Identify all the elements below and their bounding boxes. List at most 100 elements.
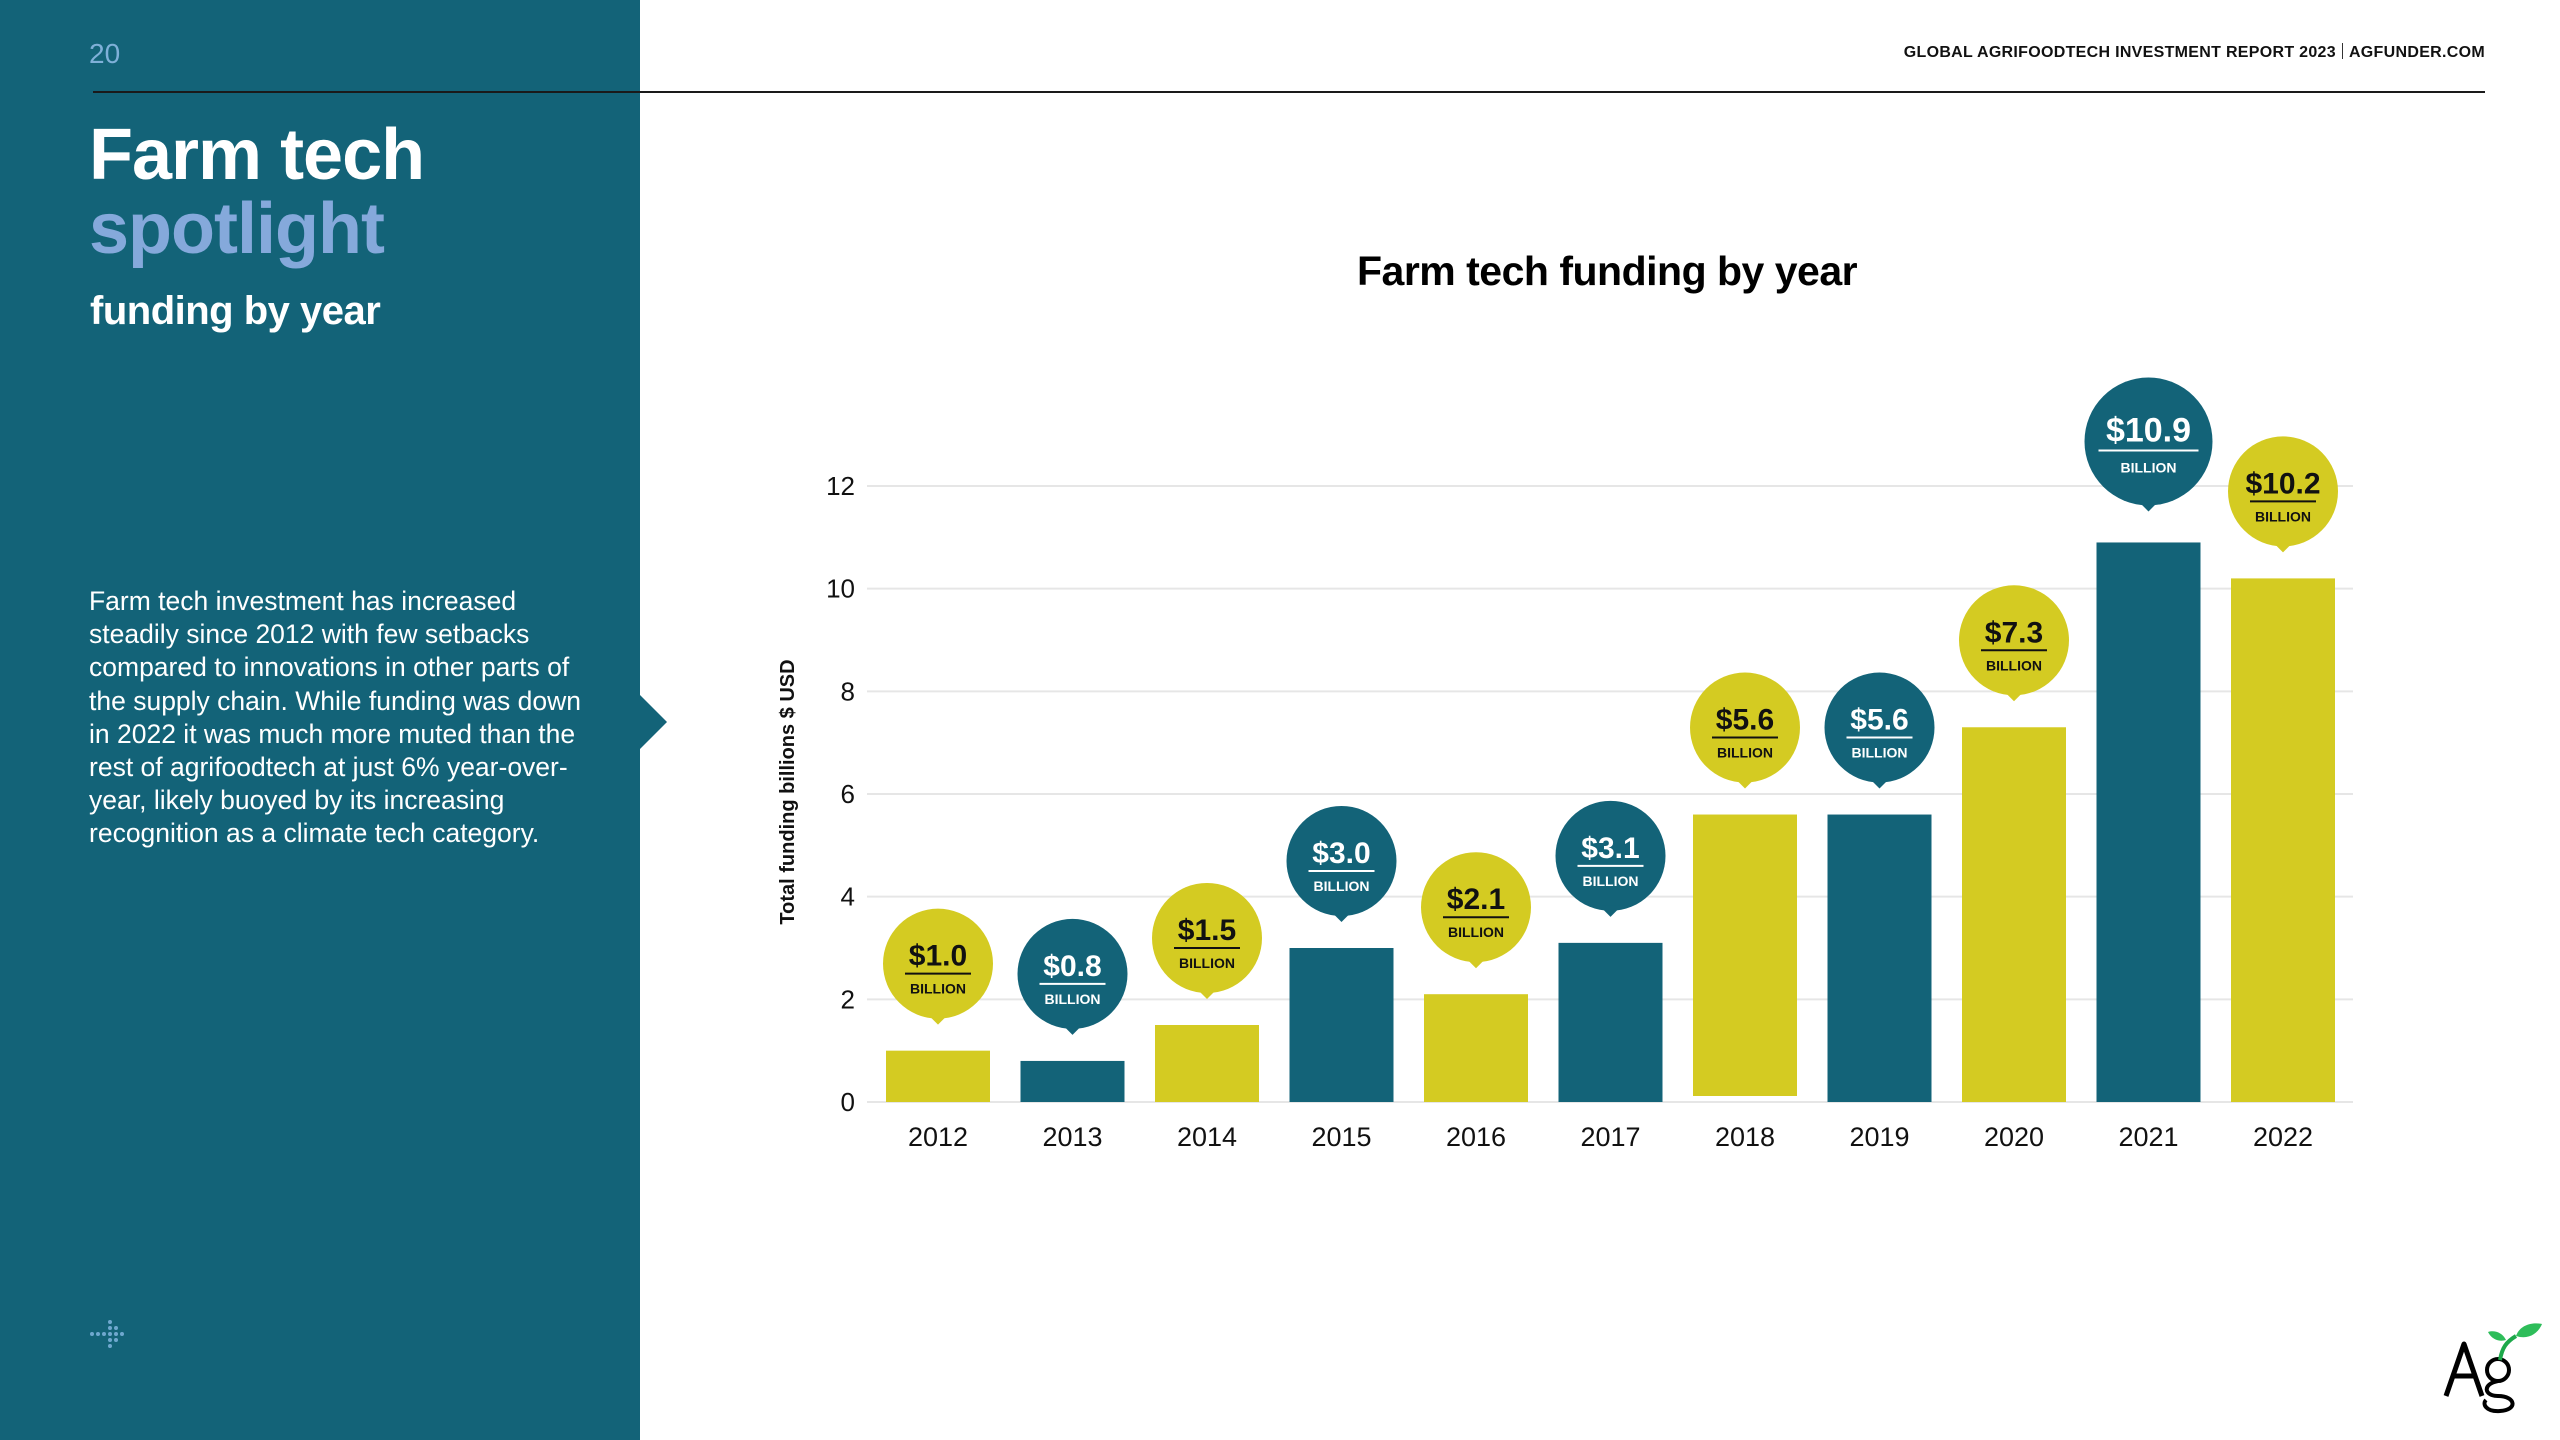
data-label-value: $5.6 <box>1716 704 1774 737</box>
data-label-bubble: $1.0 BILLION <box>883 908 993 1025</box>
bubble-pointer <box>1465 957 1487 969</box>
bar-2018 <box>1693 814 1797 1096</box>
data-label-unit: BILLION <box>1986 657 2042 673</box>
x-tick-label: 2016 <box>1446 1122 1506 1152</box>
data-label-unit: BILLION <box>1045 991 1101 1007</box>
data-label-value: $2.1 <box>1447 883 1505 916</box>
data-label-bubble: $3.1 BILLION <box>1555 800 1666 917</box>
data-label-bubble: $10.2 BILLION <box>2228 436 2338 553</box>
x-tick-label: 2017 <box>1580 1122 1640 1152</box>
bubble-pointer <box>1734 777 1756 789</box>
y-tick-label: 4 <box>841 882 855 912</box>
data-label-value: $3.0 <box>1312 837 1370 870</box>
chart-title: Farm tech funding by year <box>1357 248 1858 294</box>
bubble-circle <box>1286 806 1397 916</box>
header-rule <box>93 91 2485 93</box>
data-label-bubble: $7.3 BILLION <box>1959 585 2069 702</box>
bubble-circle <box>1421 852 1531 963</box>
data-label-bubble: $5.6 BILLION <box>1824 672 1935 789</box>
data-label-unit: BILLION <box>2255 508 2311 524</box>
data-label-bubble: $2.1 BILLION <box>1421 852 1531 969</box>
bubble-pointer <box>1330 911 1353 922</box>
callout-arrow <box>640 695 667 749</box>
data-label-unit: BILLION <box>910 981 966 997</box>
x-tick-label: 2021 <box>2118 1122 2178 1152</box>
bubble-circle <box>1555 800 1666 911</box>
data-label-unit: BILLION <box>2121 459 2177 475</box>
bar-2015 <box>1289 948 1394 1102</box>
y-tick-label: 12 <box>826 471 855 501</box>
sidebar-panel <box>0 0 640 1440</box>
report-site: AGFUNDER.COM <box>2348 44 2485 61</box>
bar-2019 <box>1827 814 1932 1102</box>
bar-2016 <box>1424 994 1528 1102</box>
data-label-value: $7.3 <box>1985 616 2043 649</box>
x-tick-label: 2012 <box>908 1122 968 1152</box>
data-label-bubble: $10.9 BILLION <box>2084 377 2213 512</box>
x-tick-label: 2022 <box>2253 1122 2313 1152</box>
bar-2017 <box>1558 942 1663 1102</box>
agfunder-logo <box>2436 1318 2546 1419</box>
bubble-pointer <box>2137 500 2160 512</box>
x-tick-label: 2019 <box>1849 1122 1909 1152</box>
bubble-circle <box>1824 672 1935 783</box>
data-label-value: $1.0 <box>909 940 967 973</box>
bubble-circle <box>1017 918 1128 1029</box>
page-number: 20 <box>89 38 121 69</box>
y-tick-label: 2 <box>841 984 855 1014</box>
bar-2021 <box>2096 542 2201 1102</box>
section-subtitle: funding by year <box>90 289 381 333</box>
data-label-bubble: $0.8 BILLION <box>1017 918 1128 1035</box>
section-body: Farm tech investment has increased stead… <box>89 586 582 849</box>
y-tick-label: 0 <box>841 1087 855 1117</box>
dotted-arrow-icon <box>88 1318 128 1355</box>
bubble-pointer <box>2272 541 2294 553</box>
data-label-value: $5.6 <box>1850 704 1908 737</box>
bubble-circle <box>2084 377 2213 506</box>
data-label-unit: BILLION <box>1179 955 1235 971</box>
y-tick-label: 8 <box>841 676 855 706</box>
report-title: GLOBAL AGRIFOODTECH INVESTMENT REPORT 20… <box>1903 44 2336 61</box>
section-title-accent: spotlight <box>89 189 385 269</box>
data-label-value: $0.8 <box>1043 950 1101 983</box>
data-label-unit: BILLION <box>1852 745 1908 761</box>
data-label-unit: BILLION <box>1448 924 1504 940</box>
bubble-circle <box>1152 883 1262 993</box>
x-tick-label: 2020 <box>1984 1122 2044 1152</box>
report-header: GLOBAL AGRIFOODTECH INVESTMENT REPORT 20… <box>1904 43 2485 62</box>
bar-2014 <box>1155 1025 1259 1102</box>
bubble-pointer <box>2003 690 2025 702</box>
data-label-value: $1.5 <box>1178 914 1236 947</box>
data-label-value: $10.2 <box>2245 467 2320 500</box>
bubble-circle <box>1690 672 1800 783</box>
bar-2022 <box>2231 578 2335 1102</box>
data-label-value: $10.9 <box>2106 411 2191 449</box>
section-title: Farm tech <box>89 115 425 195</box>
bubble-pointer <box>1061 1023 1084 1035</box>
x-tick-label: 2018 <box>1715 1122 1775 1152</box>
y-tick-label: 6 <box>841 779 855 809</box>
data-label-bubble: $3.0 BILLION <box>1286 806 1397 922</box>
x-tick-label: 2015 <box>1311 1122 1371 1152</box>
data-label-unit: BILLION <box>1583 873 1639 889</box>
bubble-circle <box>2228 436 2338 547</box>
data-label-unit: BILLION <box>1717 745 1773 761</box>
bubble-pointer <box>1599 905 1622 917</box>
header-separator <box>2341 43 2343 59</box>
data-label-unit: BILLION <box>1314 878 1370 894</box>
x-tick-label: 2014 <box>1177 1122 1237 1152</box>
bubble-circle <box>1959 585 2069 696</box>
bar-2020 <box>1962 727 2066 1102</box>
bubble-pointer <box>1196 988 1218 999</box>
y-tick-label: 10 <box>826 574 855 604</box>
data-label-bubble: $1.5 BILLION <box>1152 883 1262 999</box>
bubble-pointer <box>927 1013 949 1025</box>
bar-2013 <box>1020 1060 1125 1102</box>
y-axis-label: Total funding billions $ USD <box>777 659 799 924</box>
x-tick-label: 2013 <box>1042 1122 1102 1152</box>
data-label-bubble: $5.6 BILLION <box>1690 672 1800 789</box>
bar-2012 <box>886 1050 990 1102</box>
bubble-circle <box>883 908 993 1019</box>
bubble-pointer <box>1868 777 1891 789</box>
